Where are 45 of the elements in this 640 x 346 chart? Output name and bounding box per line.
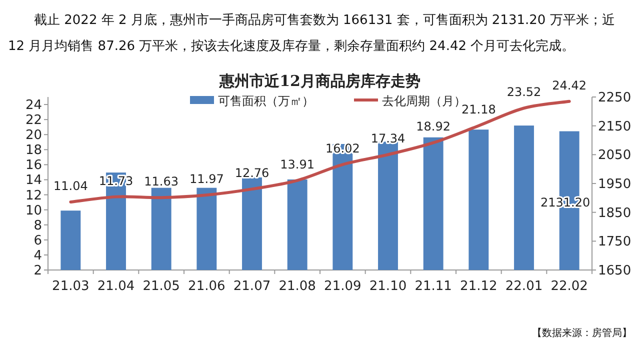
annotation: 【数据来源：房管局】 [532,328,632,339]
data-label: 11.63 [144,174,179,189]
y-tick-label: 12 [25,188,42,204]
y-tick-label: 8 [34,218,42,234]
data-label: 13.91 [280,157,315,172]
y-tick-label: 4 [34,248,42,264]
y-tick-label: 16 [25,158,42,174]
x-tick-label: 21.11 [414,279,452,294]
y2-tick-label: 1650 [598,264,632,278]
y-tick-label: 6 [34,233,42,248]
y2-tick-label: 1750 [598,234,632,250]
title: 惠州市近12月商品房库存走势 [220,72,420,90]
data-label: 18.92 [416,120,451,134]
data-label: 23.52 [506,85,542,100]
x-tick-label: 22.01 [505,279,543,294]
y-tick-label: 14 [25,173,42,188]
data-label: 11.97 [189,172,224,186]
data-label: 12.76 [234,166,270,180]
y-tick-label: 24 [25,98,42,114]
x-tick-label: 22.02 [550,279,588,294]
y-tick-label: 18 [25,143,42,158]
x-tick-label: 21.06 [188,279,226,294]
y2-tick-label: 2050 [598,148,632,164]
y-tick-label: 2 [34,264,42,278]
data-label: 17.34 [370,132,406,146]
annotation: 截止 2022 年 2 月底，惠州市一手商品房可售套数为 166131 套，可售面积为 2131.20 万平米；近 12 月月均销售 87.26 万平米，按该去化速度及库存量，剩余存量面积约 24.42 个月可去化完成。 [8,12,616,56]
y-tick-label: 10 [25,203,42,218]
data-label: 24.42 [552,78,587,92]
x-tick-label: 21.10 [369,279,407,294]
x-tick-label: 21.04 [97,279,135,294]
y2-tick-label: 1950 [598,177,632,192]
x-tick-label: 21.05 [142,279,180,294]
x-tick-label: 21.12 [460,279,498,294]
y2-tick-label: 2250 [598,90,632,106]
data-label: 21.18 [461,102,496,117]
data-label: 11.04 [53,179,88,194]
legend-label: 可售面积（万㎡） [218,94,314,108]
x-tick-label: 21.08 [278,279,316,294]
y-tick-label: 20 [25,128,42,144]
x-tick-label: 21.03 [52,279,90,294]
y-tick-label: 22 [25,113,42,128]
y2-tick-label: 2150 [598,119,632,134]
y2-tick-label: 1850 [598,206,632,221]
x-tick-label: 21.07 [233,279,271,294]
x-tick-label: 21.09 [324,279,362,294]
